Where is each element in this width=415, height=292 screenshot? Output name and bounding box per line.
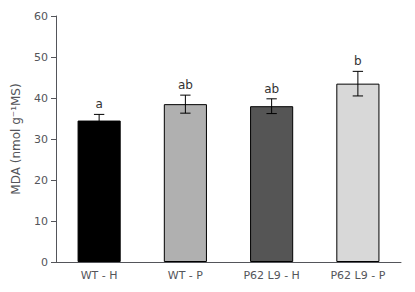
svg-text:b: b [354, 54, 362, 68]
svg-text:WT - H: WT - H [81, 269, 118, 282]
svg-text:40: 40 [34, 92, 48, 105]
svg-text:20: 20 [34, 174, 48, 187]
svg-text:10: 10 [34, 215, 48, 228]
svg-text:0: 0 [41, 256, 48, 269]
svg-text:60: 60 [34, 10, 48, 23]
svg-text:MDA (nmol g⁻¹MS): MDA (nmol g⁻¹MS) [9, 83, 23, 194]
svg-text:ab: ab [264, 82, 279, 96]
svg-text:ab: ab [178, 78, 193, 92]
svg-text:P62 L9 - H: P62 L9 - H [243, 269, 300, 282]
svg-text:30: 30 [34, 133, 48, 146]
svg-text:a: a [95, 97, 102, 111]
svg-text:P62 L9 - P: P62 L9 - P [330, 269, 385, 282]
svg-text:WT - P: WT - P [168, 269, 204, 282]
svg-text:50: 50 [34, 51, 48, 64]
